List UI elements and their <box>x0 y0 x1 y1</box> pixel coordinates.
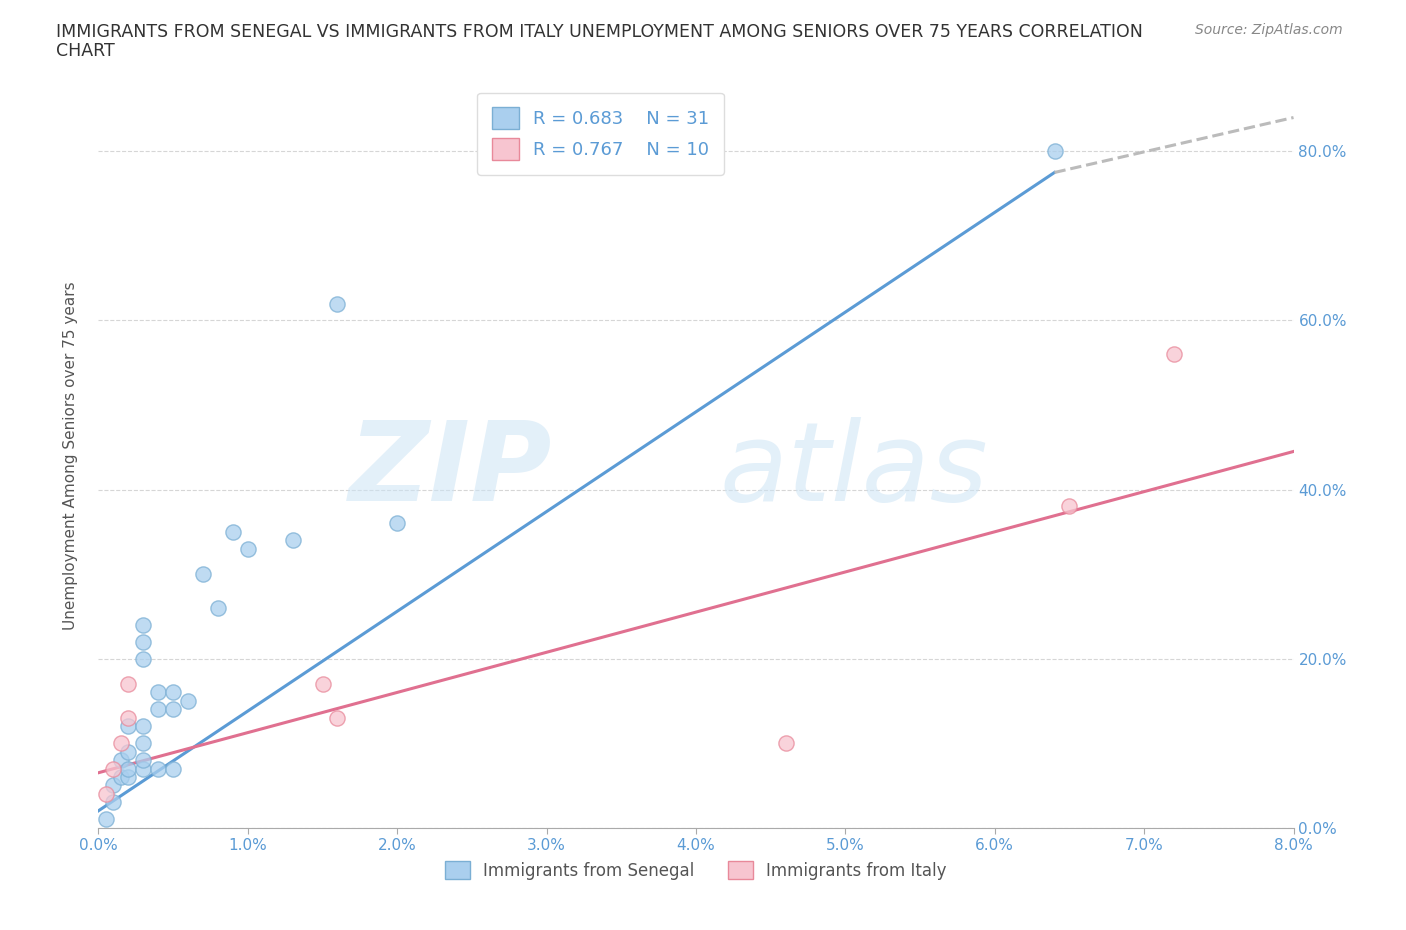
Point <box>191 566 214 581</box>
Point <box>162 685 184 700</box>
Point <box>132 618 155 632</box>
Text: IMMIGRANTS FROM SENEGAL VS IMMIGRANTS FROM ITALY UNEMPLOYMENT AMONG SENIORS OVER: IMMIGRANTS FROM SENEGAL VS IMMIGRANTS FR… <box>56 23 1143 41</box>
Point <box>117 744 139 759</box>
Point <box>1043 144 1066 159</box>
Legend: Immigrants from Senegal, Immigrants from Italy: Immigrants from Senegal, Immigrants from… <box>439 855 953 886</box>
Point <box>385 516 409 531</box>
Point <box>326 296 349 311</box>
Point <box>117 769 139 784</box>
Point <box>132 651 155 666</box>
Point <box>110 752 132 767</box>
Point <box>222 525 245 539</box>
Point <box>110 736 132 751</box>
Point <box>94 787 117 802</box>
Point <box>132 634 155 649</box>
Point <box>311 676 333 691</box>
Point <box>281 533 304 548</box>
Text: ZIP: ZIP <box>349 417 553 525</box>
Point <box>132 761 155 776</box>
Point <box>207 601 229 616</box>
Point <box>117 761 139 776</box>
Point <box>132 719 155 734</box>
Point <box>162 702 184 717</box>
Point <box>148 761 170 776</box>
Point <box>103 795 125 810</box>
Point <box>148 685 170 700</box>
Point <box>1059 499 1081 514</box>
Point <box>103 778 125 793</box>
Point <box>117 711 139 725</box>
Point <box>132 752 155 767</box>
Point <box>94 812 117 827</box>
Point <box>110 769 132 784</box>
Y-axis label: Unemployment Among Seniors over 75 years: Unemployment Among Seniors over 75 years <box>63 282 77 630</box>
Point <box>326 711 349 725</box>
Point <box>177 694 200 709</box>
Text: CHART: CHART <box>56 42 115 60</box>
Point <box>162 761 184 776</box>
Point <box>1163 347 1185 362</box>
Text: atlas: atlas <box>720 417 988 525</box>
Point <box>132 736 155 751</box>
Point <box>117 676 139 691</box>
Point <box>103 761 125 776</box>
Point <box>148 702 170 717</box>
Text: Source: ZipAtlas.com: Source: ZipAtlas.com <box>1195 23 1343 37</box>
Point <box>236 541 259 556</box>
Point <box>775 736 797 751</box>
Point <box>117 719 139 734</box>
